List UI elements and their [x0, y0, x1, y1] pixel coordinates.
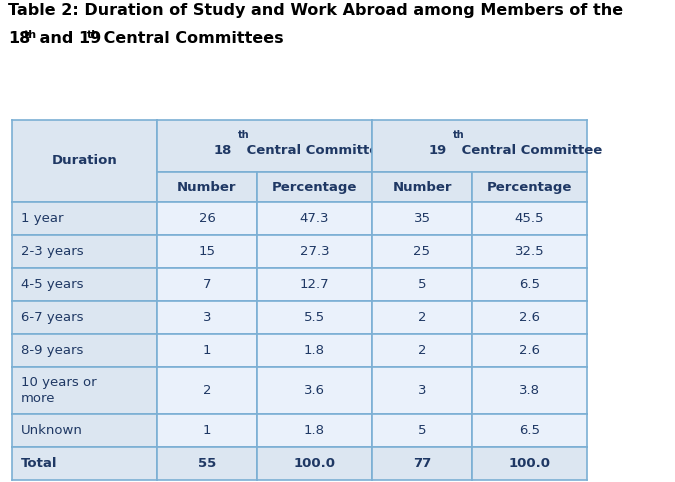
Text: 5: 5: [418, 278, 426, 291]
Text: 2.6: 2.6: [519, 344, 540, 357]
Text: 3: 3: [202, 311, 211, 324]
Text: th: th: [453, 130, 464, 140]
Text: 18: 18: [214, 144, 232, 157]
Text: Table 2: Duration of Study and Work Abroad among Members of the: Table 2: Duration of Study and Work Abro…: [8, 3, 623, 18]
Text: Central Committee: Central Committee: [242, 144, 387, 157]
Text: 35: 35: [414, 212, 431, 225]
Text: Unknown: Unknown: [21, 424, 82, 437]
Text: 3.8: 3.8: [519, 384, 540, 397]
Text: 5.5: 5.5: [304, 311, 325, 324]
Text: th: th: [86, 30, 100, 40]
Text: 8-9 years: 8-9 years: [21, 344, 83, 357]
Text: 2.6: 2.6: [519, 311, 540, 324]
Text: 1: 1: [202, 424, 211, 437]
Text: 1: 1: [202, 344, 211, 357]
Text: 45.5: 45.5: [515, 212, 544, 225]
Text: 12.7: 12.7: [300, 278, 329, 291]
Text: 7: 7: [202, 278, 211, 291]
Text: 18: 18: [8, 31, 30, 46]
Text: and 19: and 19: [34, 31, 101, 46]
Text: 2: 2: [418, 311, 426, 324]
Text: Central Committees: Central Committees: [98, 31, 284, 46]
Text: 6.5: 6.5: [519, 424, 540, 437]
Text: 15: 15: [198, 245, 215, 258]
Text: 10 years or
more: 10 years or more: [21, 376, 97, 405]
Text: Duration: Duration: [51, 155, 117, 168]
Text: 5: 5: [418, 424, 426, 437]
Text: 2: 2: [418, 344, 426, 357]
Text: Number: Number: [392, 180, 452, 193]
Text: 26: 26: [198, 212, 215, 225]
Text: 2: 2: [202, 384, 211, 397]
Text: Central Committee: Central Committee: [457, 144, 602, 157]
Text: Number: Number: [178, 180, 237, 193]
Text: th: th: [24, 30, 37, 40]
Text: 1.8: 1.8: [304, 344, 325, 357]
Text: 100.0: 100.0: [508, 457, 551, 470]
Text: 3: 3: [418, 384, 426, 397]
Text: 1 year: 1 year: [21, 212, 63, 225]
Text: 2-3 years: 2-3 years: [21, 245, 83, 258]
Text: Percentage: Percentage: [272, 180, 357, 193]
Text: 6.5: 6.5: [519, 278, 540, 291]
Text: 77: 77: [413, 457, 431, 470]
Text: th: th: [238, 130, 249, 140]
Text: 6-7 years: 6-7 years: [21, 311, 83, 324]
Text: 32.5: 32.5: [514, 245, 544, 258]
Text: 100.0: 100.0: [294, 457, 335, 470]
Text: 1.8: 1.8: [304, 424, 325, 437]
Text: 55: 55: [198, 457, 216, 470]
Text: Total: Total: [21, 457, 57, 470]
Text: 4-5 years: 4-5 years: [21, 278, 83, 291]
Text: 25: 25: [414, 245, 431, 258]
Text: 19: 19: [429, 144, 448, 157]
Text: Percentage: Percentage: [487, 180, 572, 193]
Text: 27.3: 27.3: [300, 245, 329, 258]
Text: 3.6: 3.6: [304, 384, 325, 397]
Text: 47.3: 47.3: [300, 212, 329, 225]
